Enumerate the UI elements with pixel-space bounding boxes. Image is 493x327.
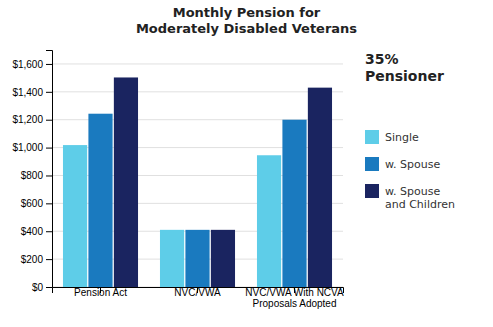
- y-tick-mark: [46, 148, 52, 149]
- text-line: w. Spouse: [385, 185, 440, 198]
- y-tick-label: $0: [32, 282, 44, 293]
- legend-label: w. Spouseand Children: [385, 185, 455, 211]
- y-tick: $0: [32, 282, 52, 293]
- y-tick: $600: [21, 198, 52, 209]
- bar: [185, 230, 209, 287]
- legend-swatch: [365, 130, 379, 144]
- text-line: 35%: [365, 51, 399, 67]
- text-line: Proposals Adopted: [253, 298, 337, 309]
- text-line: Pensioner: [365, 68, 444, 84]
- y-tick-mark: [46, 120, 52, 121]
- y-tick-label: $1,200: [12, 114, 43, 125]
- bar: [211, 230, 235, 287]
- text-line: NVC/VWA With NCVA: [245, 287, 344, 298]
- y-tick-label: $200: [21, 254, 44, 265]
- y-tick-mark: [46, 92, 52, 93]
- plot: $0 $200 $400 $600 $800 $1,000 $1,200 $1,400 $1,6…: [12, 51, 344, 310]
- text-line: Single: [385, 131, 419, 144]
- y-tick: $1,200: [12, 114, 52, 125]
- bar: [63, 145, 87, 287]
- text-line: NVC/VWA: [174, 287, 221, 298]
- legend-label: w. Spouse: [385, 158, 440, 171]
- grid-line: [52, 91, 343, 92]
- legend-swatch: [365, 184, 379, 198]
- series: [114, 77, 332, 287]
- annotation: 35%Pensioner: [365, 51, 444, 84]
- y-axis-line: [46, 51, 53, 288]
- title: Monthly Pension forModerately Disabled V…: [136, 5, 357, 36]
- y-tick-label: $400: [21, 226, 44, 237]
- bar: [282, 120, 306, 287]
- y-tick-mark: [46, 287, 52, 288]
- x-tick: NVC/VWA: [174, 287, 221, 298]
- y-tick-mark: [46, 231, 52, 232]
- y-tick-label: $600: [21, 198, 44, 209]
- y-tick: $800: [21, 170, 52, 181]
- bar: [308, 88, 332, 287]
- y-tick-mark: [46, 259, 52, 260]
- legend-item: w. Spouseand Children: [365, 184, 455, 211]
- y-tick: $1,600: [12, 59, 52, 70]
- x-tick: NVC/VWA With NCVAProposals Adopted: [245, 287, 344, 309]
- text-line: w. Spouse: [385, 158, 440, 171]
- y-tick-label: $1,000: [12, 142, 43, 153]
- text-line: and Children: [385, 198, 455, 211]
- x-tick: Pension Act: [74, 287, 127, 298]
- y-tick-label: $1,400: [12, 87, 43, 98]
- chart: Monthly Pension forModerately Disabled V…: [0, 0, 493, 327]
- y-tick: $1,400: [12, 87, 52, 98]
- text-line: Moderately Disabled Veterans: [136, 21, 357, 36]
- x-tick-label: Pension Act: [74, 287, 127, 298]
- bars: [63, 77, 332, 287]
- y-tick-label: $800: [21, 170, 44, 181]
- y-tick-mark: [46, 175, 52, 176]
- bar: [160, 230, 184, 287]
- y-tick-mark: [46, 64, 52, 65]
- y-tick-mark: [46, 203, 52, 204]
- bar: [114, 77, 138, 287]
- grid: [52, 64, 343, 287]
- bar: [88, 114, 112, 287]
- y-tick: $1,000: [12, 142, 52, 153]
- y-tick: $200: [21, 254, 52, 265]
- text-line: Pension Act: [74, 287, 127, 298]
- legend: Singlew. Spousew. Spouseand Children: [365, 130, 455, 211]
- x-tick-label: NVC/VWA: [174, 287, 221, 298]
- x-tick-label: NVC/VWA With NCVAProposals Adopted: [245, 287, 344, 309]
- legend-label: Single: [385, 131, 419, 144]
- legend-swatch: [365, 157, 379, 171]
- legend-item: w. Spouse: [365, 157, 440, 171]
- y-tick-label: $1,600: [12, 59, 43, 70]
- y-tick: $400: [21, 226, 52, 237]
- bar: [257, 155, 281, 287]
- x-axis: Pension Act NVC/VWA NVC/VWA With NCVAPropo…: [53, 287, 344, 309]
- y-axis: $0 $200 $400 $600 $800 $1,000 $1,200 $1,400 $1,6…: [12, 51, 52, 293]
- text-line: Monthly Pension for: [173, 5, 321, 20]
- grid-line: [52, 63, 343, 64]
- legend-item: Single: [365, 130, 419, 144]
